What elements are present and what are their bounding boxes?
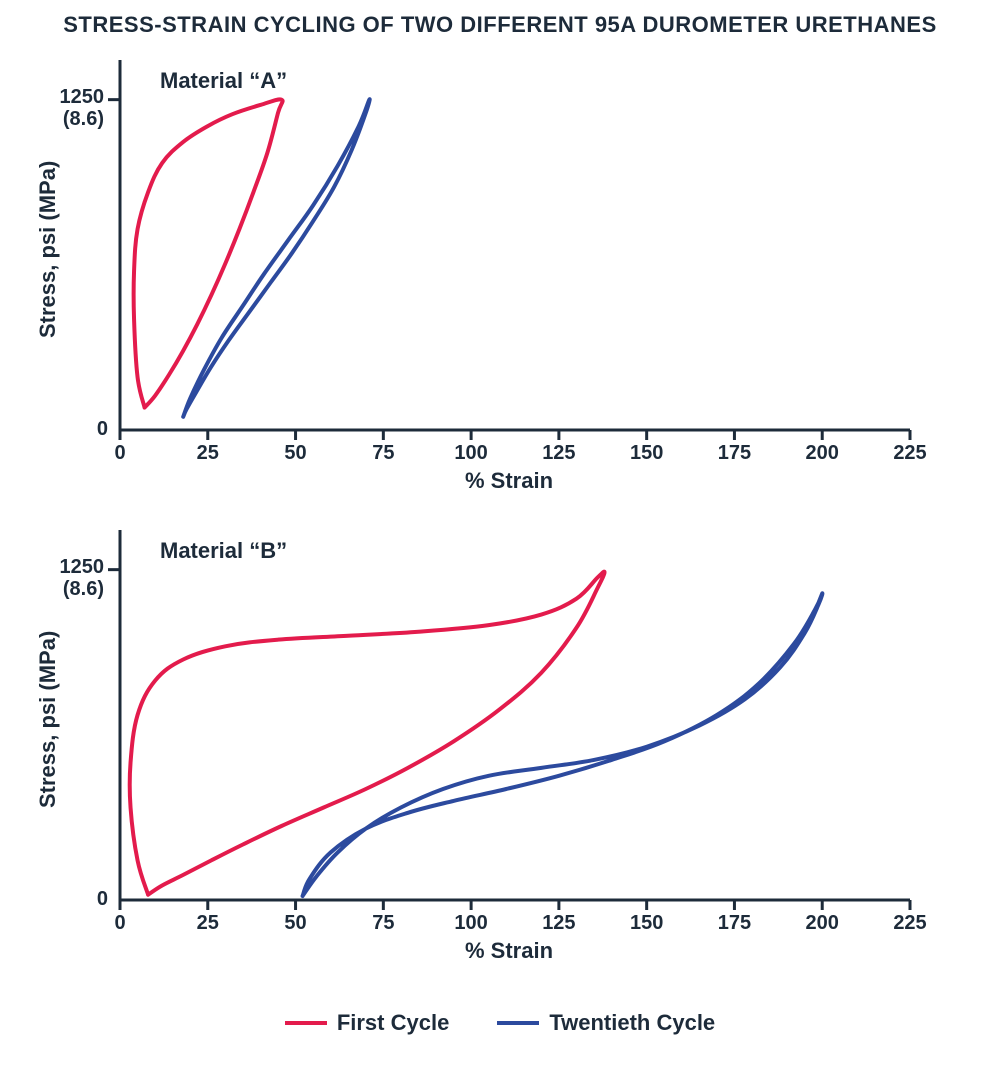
y-tick-major: 1250 xyxy=(60,556,105,579)
x-tick-label: 75 xyxy=(365,442,401,465)
series-first_cycle xyxy=(134,99,283,407)
legend: First Cycle Twentieth Cycle xyxy=(0,1010,1000,1036)
x-tick-label: 75 xyxy=(365,912,401,935)
x-tick-label: 50 xyxy=(278,912,314,935)
x-tick-label: 100 xyxy=(453,442,489,465)
legend-label: Twentieth Cycle xyxy=(549,1010,715,1036)
series-twentieth_cycle xyxy=(183,99,370,417)
chart-svg-1 xyxy=(0,0,1000,1068)
legend-swatch xyxy=(285,1021,327,1025)
chart-page: STRESS-STRAIN CYCLING OF TWO DIFFERENT 9… xyxy=(0,0,1000,1068)
legend-label: First Cycle xyxy=(337,1010,450,1036)
x-tick-label: 225 xyxy=(892,912,928,935)
chart-svg-0 xyxy=(0,0,1000,1068)
y-axis-label: Stress, psi (MPa) xyxy=(35,630,61,807)
x-tick-label: 25 xyxy=(190,912,226,935)
x-tick-label: 175 xyxy=(716,442,752,465)
x-tick-label: 125 xyxy=(541,442,577,465)
page-title: STRESS-STRAIN CYCLING OF TWO DIFFERENT 9… xyxy=(0,12,1000,38)
legend-swatch xyxy=(497,1021,539,1025)
x-axis-label: % Strain xyxy=(465,468,553,494)
y-tick-major: 1250 xyxy=(60,86,105,109)
x-tick-label: 200 xyxy=(804,442,840,465)
series-twentieth_cycle xyxy=(303,593,823,896)
x-tick-label: 0 xyxy=(102,912,138,935)
x-tick-label: 150 xyxy=(629,442,665,465)
legend-item: Twentieth Cycle xyxy=(497,1010,715,1036)
y-tick-zero: 0 xyxy=(97,418,108,441)
y-tick-zero: 0 xyxy=(97,888,108,911)
x-tick-label: 100 xyxy=(453,912,489,935)
legend-item: First Cycle xyxy=(285,1010,450,1036)
y-tick-minor: (8.6) xyxy=(63,578,104,601)
x-tick-label: 25 xyxy=(190,442,226,465)
x-tick-label: 175 xyxy=(716,912,752,935)
x-tick-label: 0 xyxy=(102,442,138,465)
series-first_cycle xyxy=(130,572,605,895)
y-tick-minor: (8.6) xyxy=(63,108,104,131)
x-tick-label: 125 xyxy=(541,912,577,935)
x-axis-label: % Strain xyxy=(465,938,553,964)
x-tick-label: 200 xyxy=(804,912,840,935)
material-label: Material “B” xyxy=(160,538,287,564)
x-tick-label: 150 xyxy=(629,912,665,935)
x-tick-label: 225 xyxy=(892,442,928,465)
material-label: Material “A” xyxy=(160,68,287,94)
y-axis-label: Stress, psi (MPa) xyxy=(35,160,61,337)
x-tick-label: 50 xyxy=(278,442,314,465)
